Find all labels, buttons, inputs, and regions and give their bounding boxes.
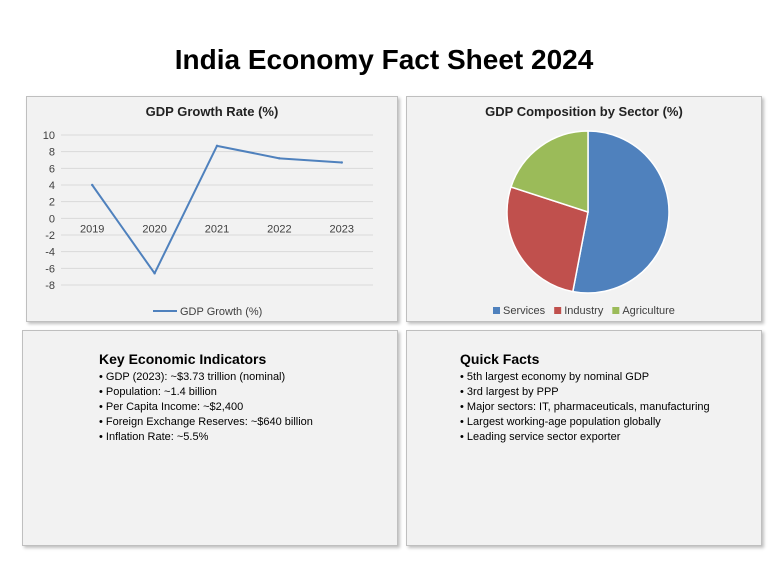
- key-indicators-panel: Key Economic Indicators GDP (2023): ~$3.…: [22, 330, 398, 546]
- y-tick-label: -8: [45, 280, 55, 292]
- gdp-growth-line-chart: 10 8 6 4 2 0 -2 -4 -6 -8 2019 2020 2021 2022 2023 GDP G…: [43, 130, 373, 318]
- pie-slice-industry: [506, 186, 589, 293]
- y-tick-label: -2: [45, 230, 55, 242]
- data-point: [340, 161, 343, 164]
- fact-item: Largest working-age population globally: [460, 415, 710, 430]
- y-tick-label: 6: [49, 163, 55, 175]
- x-tick-label: 2021: [205, 223, 229, 235]
- quick-facts-heading: Quick Facts: [460, 351, 540, 367]
- key-indicators-heading: Key Economic Indicators: [99, 351, 267, 367]
- indicator-item: GDP (2023): ~$3.73 trillion (nominal): [99, 370, 313, 385]
- pie-chart-title: GDP Composition by Sector (%): [485, 104, 683, 119]
- legend-label: GDP Growth (%): [180, 306, 262, 318]
- data-point: [91, 183, 94, 187]
- y-tick-label: 4: [49, 180, 55, 192]
- fact-item: Major sectors: IT, pharmaceuticals, manu…: [460, 400, 710, 415]
- x-tick-label: 2020: [142, 223, 166, 235]
- data-point: [215, 144, 219, 148]
- page-title: India Economy Fact Sheet 2024: [174, 44, 594, 75]
- data-point: [278, 157, 281, 160]
- y-tick-label: 8: [49, 147, 55, 159]
- y-tick-label: -4: [45, 247, 55, 259]
- legend-swatch: [554, 307, 562, 314]
- legend-label: Agriculture: [622, 305, 675, 317]
- legend-label: Industry: [564, 305, 604, 317]
- x-tick-label: 2023: [330, 223, 354, 235]
- gdp-composition-pie-chart: Services Industry Agriculture: [493, 130, 675, 317]
- line-chart-title: GDP Growth Rate (%): [145, 104, 279, 119]
- indicator-item: Per Capita Income: ~$2,400: [99, 400, 313, 415]
- pie-slice-agriculture: [510, 130, 589, 214]
- key-indicators-list: GDP (2023): ~$3.73 trillion (nominal) Po…: [99, 370, 313, 445]
- quick-facts-panel: Quick Facts 5th largest economy by nomin…: [406, 330, 762, 546]
- legend-swatch: [493, 307, 500, 314]
- indicator-item: Inflation Rate: ~5.5%: [99, 430, 313, 445]
- legend-label: Services: [503, 305, 546, 317]
- indicator-item: Foreign Exchange Reserves: ~$640 billion: [99, 415, 313, 430]
- y-tick-label: 2: [49, 197, 55, 209]
- gdp-growth-chart-panel: GDP Growth Rate (%) 10 8 6 4 2 0 -2 -4 -6 -8 2019 2…: [26, 96, 398, 322]
- fact-item: 5th largest economy by nominal GDP: [460, 370, 710, 385]
- x-tick-label: 2019: [80, 223, 104, 235]
- y-tick-label: 10: [43, 130, 55, 142]
- quick-facts-list: 5th largest economy by nominal GDP 3rd l…: [460, 370, 710, 445]
- y-tick-label: 0: [49, 213, 55, 225]
- legend-swatch: [612, 307, 620, 314]
- data-point: [153, 272, 156, 275]
- indicator-item: Population: ~1.4 billion: [99, 385, 313, 400]
- pie-slice-services: [571, 130, 670, 294]
- fact-item: 3rd largest by PPP: [460, 385, 710, 400]
- fact-item: Leading service sector exporter: [460, 430, 710, 445]
- y-tick-label: -6: [45, 263, 55, 275]
- gdp-composition-chart-panel: GDP Composition by Sector (%) Services In…: [406, 96, 762, 322]
- x-tick-label: 2022: [267, 223, 291, 235]
- gdp-growth-series-line: [91, 144, 342, 275]
